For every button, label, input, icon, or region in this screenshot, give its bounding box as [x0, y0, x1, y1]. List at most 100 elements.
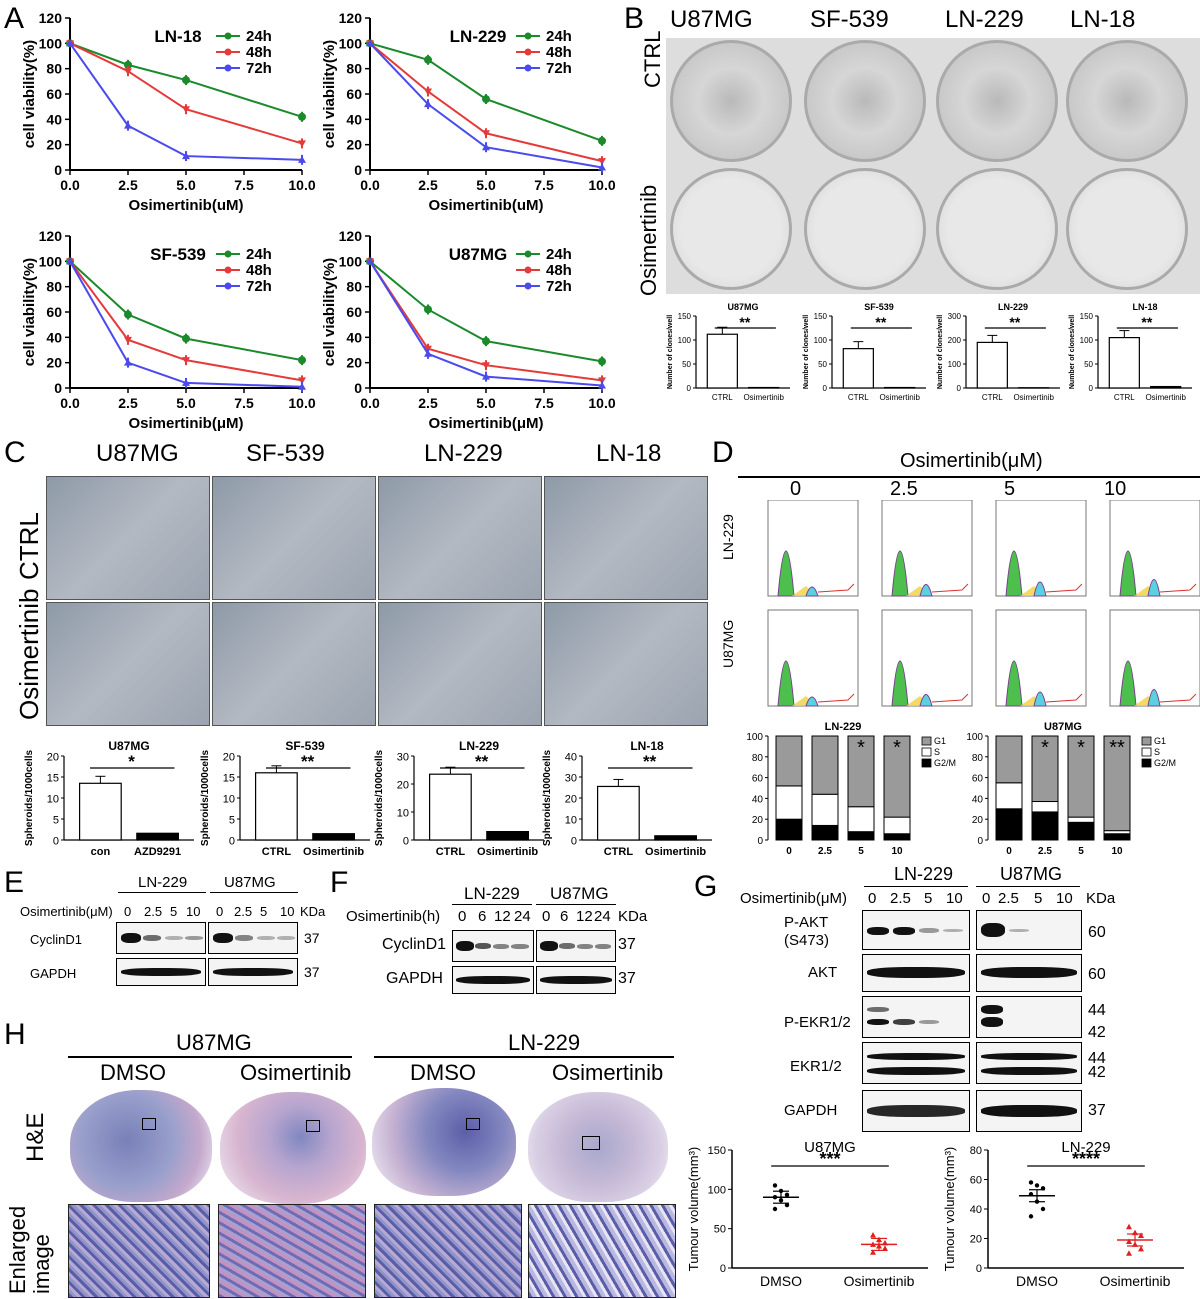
treatment-label: Osimertinib(h): [346, 908, 441, 925]
y-tick-label: 20: [346, 355, 362, 371]
y-tick-label: 50: [714, 1224, 726, 1236]
chart-title: LN-229: [1061, 1139, 1110, 1156]
y-tick-label: 100: [746, 732, 763, 743]
blot-row-label: GAPDH: [784, 1102, 838, 1119]
spheroid-image: [212, 476, 376, 600]
chart-title: LN-18: [630, 739, 664, 753]
enlarged-image: [68, 1204, 210, 1298]
kda-value: 44: [1088, 1002, 1106, 1019]
chart-title: U87MG: [449, 245, 508, 264]
panel-label-a: A: [4, 2, 25, 35]
data-point: [772, 1206, 778, 1212]
blot-strip: [976, 1042, 1082, 1084]
data-point: [1040, 1206, 1046, 1212]
bar: [706, 333, 738, 389]
enlarged-image: [218, 1204, 366, 1298]
data-point: [298, 377, 306, 385]
fit-line: [1159, 583, 1197, 593]
g2-peak: [805, 696, 819, 707]
x-tick-label: 7.5: [534, 395, 554, 411]
panel-label-h: H: [4, 1018, 26, 1051]
significance-label: *: [128, 752, 135, 771]
blot-strip: [976, 954, 1082, 992]
kda-value: 60: [1088, 924, 1106, 941]
data-point: [1028, 1180, 1034, 1185]
col-header: LN-229: [424, 440, 503, 467]
x-tick-label: Osimertinib: [1100, 1273, 1171, 1289]
y-tick-label: 0: [1089, 384, 1094, 393]
chart-title: LN-229: [998, 302, 1028, 312]
blot-row-label: P-AKT: [784, 914, 829, 931]
y-tick-label: 80: [346, 61, 362, 77]
significance-label: **: [875, 314, 886, 330]
y-tick-label: 20: [970, 1234, 982, 1246]
bar: [254, 772, 298, 841]
dose-label: 10: [1056, 890, 1073, 907]
blot-strip: [862, 996, 970, 1038]
legend-marker: [524, 282, 532, 290]
series-line: [369, 260, 603, 387]
bar-segment: [847, 831, 875, 841]
panel-label-f: F: [330, 866, 349, 899]
y-axis-label: Spheroids/1000cells: [542, 749, 553, 846]
bar-chart-spheroids-sf539: 0 5 10 15 20 CTRL Osimertinib **SF-539 Spheroids…: [200, 739, 370, 858]
legend-marker: [524, 64, 532, 72]
legend-marker: [524, 48, 532, 56]
y-tick-label: 120: [39, 228, 63, 244]
x-tick-label: 0: [786, 846, 792, 857]
x-tick-label: CTRL: [982, 393, 1003, 402]
y-axis-label: Spheroids/1000cells: [374, 749, 385, 846]
x-tick-label: Osimertinib: [879, 393, 920, 402]
time-label: 0: [542, 908, 551, 925]
bar-segment: [775, 818, 803, 841]
flow-dose-headers: 0 2.5 5 10: [740, 478, 1200, 504]
divider: [976, 886, 1080, 887]
y-tick-label: 80: [346, 279, 362, 295]
bar: [1108, 336, 1140, 389]
g1-peak: [1005, 660, 1023, 707]
bar-segment: [1067, 735, 1095, 818]
y-axis-label: cell viability(%): [321, 40, 338, 148]
time-label: 24: [594, 908, 611, 925]
data-point: [124, 336, 132, 344]
y-tick-label: 60: [346, 304, 362, 320]
colony-col-headers: U87MG SF-539 LN-229 LN-18: [660, 6, 1200, 34]
row-label-ctrl: CTRL: [640, 30, 665, 88]
x-tick-label: 0: [1006, 846, 1012, 857]
legend-label: 72h: [546, 278, 572, 295]
y-tick-label: 100: [708, 1184, 726, 1196]
series-line: [369, 260, 603, 382]
data-point: [182, 357, 190, 365]
colony-plate: [1066, 40, 1188, 162]
blot-row-label: GAPDH: [386, 970, 443, 987]
bar: [976, 341, 1008, 389]
data-point: [182, 334, 190, 343]
divider: [210, 892, 298, 893]
data-point: [124, 310, 132, 319]
data-point: [482, 130, 490, 138]
y-tick-label: 150: [678, 312, 692, 321]
y-tick-label: 0: [403, 836, 409, 848]
g1-peak: [1119, 660, 1137, 707]
colony-plate: [804, 168, 926, 290]
y-tick-label: 20: [46, 137, 62, 153]
x-tick-label: 10.0: [288, 395, 315, 411]
fit-line: [817, 583, 855, 593]
y-tick-label: 10: [397, 808, 409, 820]
x-tick-label: 2.5: [118, 177, 138, 193]
chart-title: LN-18: [1132, 302, 1157, 312]
bar: [78, 782, 122, 841]
y-tick-label: 0: [53, 836, 59, 848]
x-tick-label: 2.5: [1038, 846, 1052, 857]
x-tick-label: Osimertinib: [743, 393, 784, 402]
dose-label: 2.5: [890, 890, 911, 907]
bar-segment: [1103, 833, 1131, 841]
g2-peak: [1033, 581, 1047, 597]
significance-label: **: [1141, 314, 1152, 330]
bar-chart-clones-u87mg: 0 50 100 150 CTRL Osimertinib ** U87MG Number of…: [667, 302, 790, 402]
dose-label: 5: [924, 890, 933, 907]
y-tick-label: 100: [814, 336, 828, 345]
x-tick-label: 5.0: [476, 177, 496, 193]
data-point: [124, 68, 132, 76]
